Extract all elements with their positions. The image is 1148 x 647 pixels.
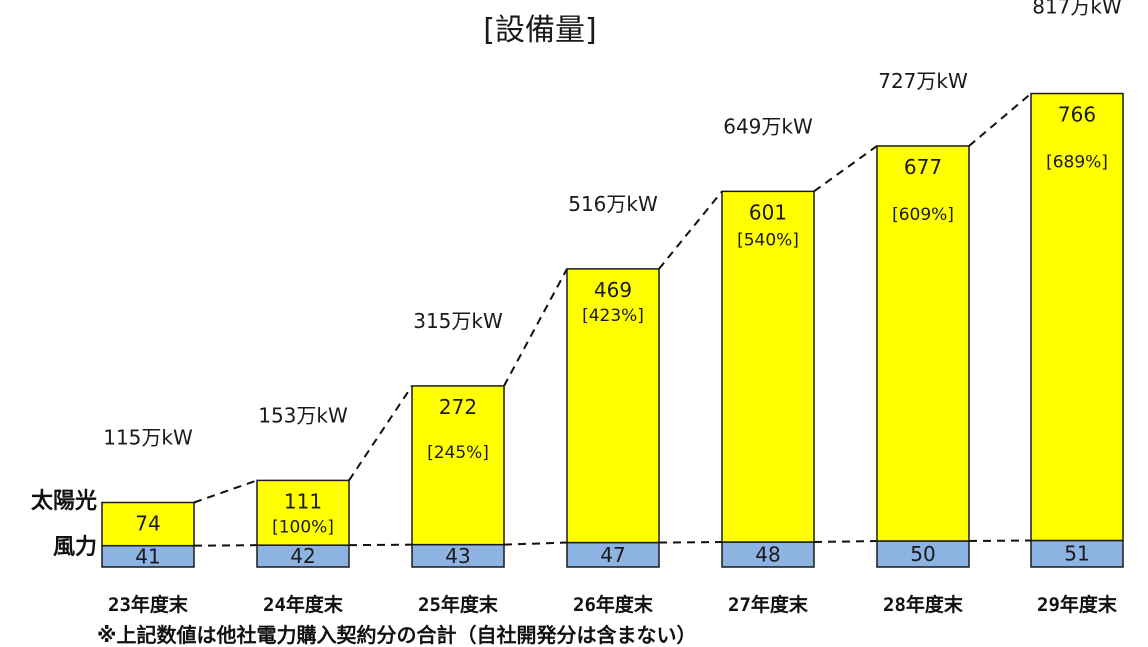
wind-bar-segment	[721, 541, 815, 568]
bars	[101, 92, 1124, 568]
bar-labels: 41 74 115万kW 42 111 [100%] 153万kW 43 272 [245%] 31…	[103, 0, 1122, 568]
percent-label: [540%]	[737, 230, 799, 250]
total-connector-line	[813, 145, 878, 193]
total-label: 727万kW	[878, 69, 968, 93]
total-connector-line	[658, 190, 723, 270]
wind-connector-line	[503, 541, 568, 546]
percent-label: [609%]	[892, 205, 954, 225]
solar-bar-segment	[411, 385, 505, 546]
solar-bar-segment	[721, 190, 815, 543]
category-labels: 23年度末 24年度末 25年度末 26年度末 27年度末 28年度末 29年度末	[108, 593, 1118, 616]
category-label: 25年度末	[418, 593, 499, 616]
legend-wind-label: 風力	[53, 535, 97, 560]
total-label: 516万kW	[568, 192, 658, 216]
chart-title: [設備量]	[483, 13, 596, 48]
solar-value-label: 272	[439, 395, 477, 419]
solar-value-label: 469	[594, 278, 632, 302]
solar-value-label: 601	[749, 200, 787, 224]
total-label: 115万kW	[103, 426, 193, 450]
wind-value-label: 41	[135, 544, 160, 568]
total-connector-line	[348, 385, 413, 481]
category-label: 24年度末	[263, 593, 344, 616]
solar-bar-segment	[566, 268, 660, 544]
percent-label: [689%]	[1046, 153, 1108, 173]
solar-bar-segment	[101, 501, 195, 547]
category-label: 29年度末	[1037, 593, 1118, 616]
category-label: 26年度末	[573, 593, 654, 616]
percent-label: [100%]	[272, 517, 334, 537]
total-connector-line	[503, 268, 568, 387]
connector-lines	[193, 92, 1032, 547]
wind-value-label: 42	[290, 544, 315, 568]
wind-value-label: 43	[445, 544, 470, 568]
wind-value-label: 47	[600, 543, 625, 567]
solar-value-label: 74	[135, 512, 160, 536]
total-label: 817万kW	[1032, 0, 1122, 19]
total-connector-line	[968, 92, 1032, 147]
solar-value-label: 766	[1058, 103, 1096, 127]
legend-solar-label: 太陽光	[31, 489, 97, 514]
wind-connector-line	[813, 540, 878, 544]
wind-connector-line	[658, 541, 723, 544]
total-label: 153万kW	[258, 403, 348, 427]
wind-connector-line	[348, 543, 413, 547]
total-label: 649万kW	[723, 114, 813, 138]
solar-value-label: 677	[904, 155, 942, 179]
category-label: 28年度末	[883, 593, 964, 616]
total-label: 315万kW	[413, 309, 503, 333]
total-connector-line	[193, 479, 258, 504]
percent-label: [423%]	[582, 306, 644, 326]
solar-bar-segment	[876, 145, 970, 542]
solar-bar-segment	[256, 479, 350, 546]
wind-value-label: 48	[755, 543, 780, 567]
solar-value-label: 111	[284, 489, 322, 513]
footnote: ※上記数値は他社電力購入契約分の合計（自社開発分は含まない）	[97, 623, 696, 647]
solar-bar-segment	[1030, 92, 1124, 542]
percent-label: [245%]	[427, 443, 489, 463]
wind-value-label: 50	[910, 542, 935, 566]
category-label: 23年度末	[108, 593, 189, 616]
category-label: 27年度末	[728, 593, 809, 616]
wind-connector-line	[968, 539, 1032, 542]
wind-connector-line	[193, 544, 258, 547]
wind-value-label: 51	[1064, 542, 1089, 566]
